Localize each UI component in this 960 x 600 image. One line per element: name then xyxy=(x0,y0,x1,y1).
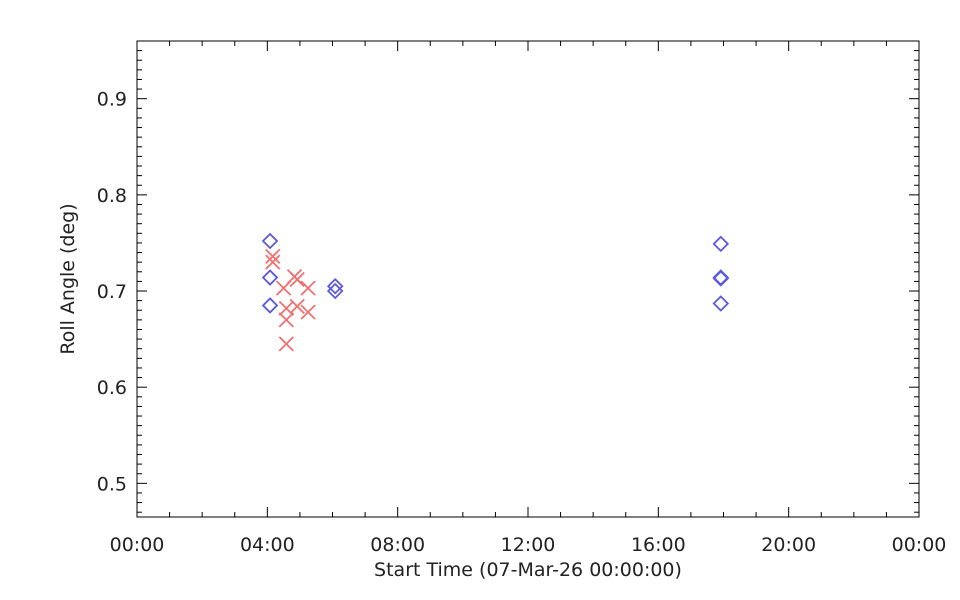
x-point-stroke xyxy=(278,300,294,316)
x-tick-label: 04:00 xyxy=(240,534,295,556)
plot-frame xyxy=(136,40,920,518)
data-points xyxy=(261,232,730,352)
x-point-stroke xyxy=(265,248,281,265)
x-tick-label: 12:00 xyxy=(501,534,556,556)
y-tick-label: 0.9 xyxy=(97,89,127,111)
x-tick-label: 00:00 xyxy=(110,534,165,556)
diamond-point xyxy=(712,235,730,253)
x-tick-labels: 00:00 04:00 08:00 12:00 16:00 20:00 00:00 xyxy=(110,534,947,556)
diamond-point xyxy=(326,277,344,295)
x-point-stroke xyxy=(278,336,294,352)
x-tick-label: 20:00 xyxy=(761,534,816,556)
x-point xyxy=(289,298,305,315)
y-tick-label: 0.5 xyxy=(97,473,127,495)
diamond-point xyxy=(326,282,344,300)
x-point xyxy=(278,312,294,328)
diamond-point xyxy=(712,295,730,312)
diamond-point xyxy=(261,269,279,286)
x-point-stroke xyxy=(278,312,294,328)
x-tick-label: 00:00 xyxy=(892,534,947,556)
x-axis-label: Start Time (07-Mar-26 00:00:00) xyxy=(374,559,682,581)
diamond-point xyxy=(261,297,279,314)
diamond-point xyxy=(261,232,279,250)
x-point xyxy=(300,304,316,320)
x-point xyxy=(265,248,281,265)
x-point xyxy=(265,254,281,270)
x-point-stroke xyxy=(265,254,281,270)
x-point-stroke xyxy=(300,304,316,320)
x-point-stroke xyxy=(289,298,305,315)
x-point-stroke xyxy=(300,280,316,296)
y-tick-label: 0.8 xyxy=(97,185,127,207)
diamond-point xyxy=(712,270,730,287)
axis-ticks xyxy=(136,40,920,517)
y-tick-labels: 0.5 0.6 0.7 0.8 0.9 xyxy=(97,89,127,496)
x-tick-label: 08:00 xyxy=(370,534,425,556)
y-axis-label: Roll Angle (deg) xyxy=(57,203,79,354)
x-tick-label: 16:00 xyxy=(631,534,686,556)
y-tick-label: 0.6 xyxy=(97,377,127,399)
x-point xyxy=(289,271,305,288)
x-point xyxy=(278,336,294,352)
x-point xyxy=(300,280,316,296)
x-point-stroke xyxy=(289,271,305,288)
y-tick-label: 0.7 xyxy=(97,281,127,303)
